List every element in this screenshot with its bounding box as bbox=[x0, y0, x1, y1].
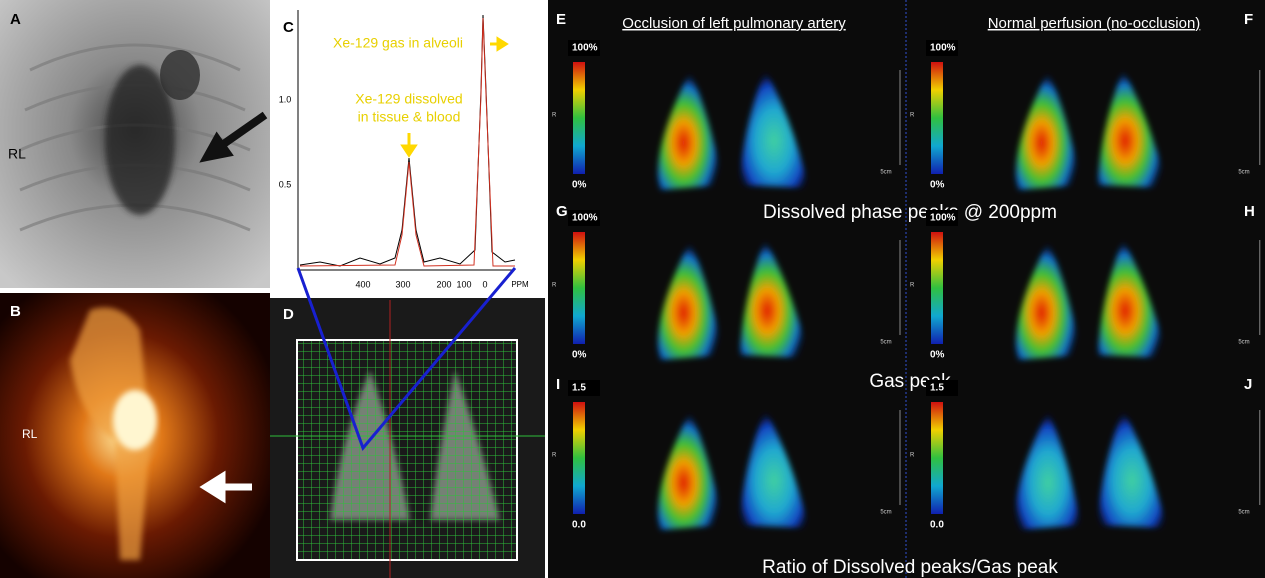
side-label: RL bbox=[8, 146, 26, 162]
x-tick-label: 300 bbox=[395, 279, 410, 289]
scale-bar: 5cm bbox=[880, 170, 891, 176]
panel-letter: J bbox=[1244, 376, 1252, 393]
lung-map bbox=[1098, 240, 1166, 358]
scale-top: 1.5 bbox=[930, 383, 944, 394]
scale-label-box bbox=[926, 380, 958, 396]
heart bbox=[105, 65, 175, 215]
lung-map bbox=[1016, 412, 1080, 530]
lung-map bbox=[740, 410, 808, 528]
y-tick-label: 1.0 bbox=[279, 94, 292, 104]
scale-top: 100% bbox=[572, 43, 598, 54]
lung-map bbox=[740, 240, 808, 358]
scale-label-box bbox=[926, 210, 958, 226]
annotation: Xe-129 gas in alveoli bbox=[333, 35, 463, 51]
lung-map bbox=[740, 70, 808, 188]
panel-letter: I bbox=[556, 376, 560, 393]
scale-label-box bbox=[568, 40, 600, 56]
row-caption: Ratio of Dissolved peaks/Gas peak bbox=[762, 557, 1058, 578]
arrow bbox=[400, 133, 418, 158]
y-tick-label: 0.5 bbox=[279, 179, 292, 189]
axis-letter: R bbox=[910, 283, 915, 289]
scale-bar: 5cm bbox=[1238, 170, 1249, 176]
column-title: Normal perfusion (no-occlusion) bbox=[988, 15, 1201, 32]
colorbar bbox=[931, 232, 943, 344]
scale-bar: 5cm bbox=[880, 340, 891, 346]
axis-letter: R bbox=[552, 283, 557, 289]
voxel-link bbox=[296, 267, 517, 451]
scale-label-box bbox=[568, 380, 600, 396]
panel-letter: F bbox=[1244, 11, 1253, 28]
panel-letter: E bbox=[556, 11, 566, 28]
scale-bottom: 0% bbox=[930, 350, 945, 361]
scale-bar: 5cm bbox=[880, 510, 891, 516]
x-tick-label: 200 bbox=[436, 279, 451, 289]
panel-letter: D bbox=[283, 306, 294, 323]
scale-bottom: 0.0 bbox=[930, 520, 944, 531]
annotation: in tissue & blood bbox=[358, 109, 461, 125]
x-tick-label: 400 bbox=[355, 279, 370, 289]
lung-map bbox=[1016, 72, 1080, 190]
axis-letter: R bbox=[910, 113, 915, 119]
colorbar bbox=[573, 402, 585, 514]
x-tick-label: PPM bbox=[511, 280, 529, 289]
colorbar bbox=[573, 232, 585, 344]
row-caption: Dissolved phase peaks @ 200ppm bbox=[763, 202, 1057, 223]
colorbar bbox=[931, 62, 943, 174]
spectrum-fit bbox=[299, 17, 515, 267]
axis-letter: R bbox=[552, 453, 557, 459]
scale-bar: 5cm bbox=[1238, 510, 1249, 516]
column-title: Occlusion of left pulmonary artery bbox=[622, 15, 846, 32]
scale-bottom: 0% bbox=[930, 180, 945, 191]
lung-map bbox=[658, 72, 722, 190]
heart bbox=[113, 390, 157, 450]
lung-map bbox=[1098, 70, 1166, 188]
scale-bottom: 0% bbox=[572, 180, 587, 191]
colorbar bbox=[931, 402, 943, 514]
axis-letter: R bbox=[552, 113, 557, 119]
scale-top: 1.5 bbox=[572, 383, 586, 394]
scale-bottom: 0.0 bbox=[572, 520, 586, 531]
x-tick-label: 0 bbox=[482, 279, 487, 289]
colorbar bbox=[573, 62, 585, 174]
scale-top: 100% bbox=[930, 43, 956, 54]
panel-letter: H bbox=[1244, 203, 1255, 220]
annotation: Xe-129 dissolved bbox=[355, 91, 462, 107]
scale-top: 100% bbox=[930, 213, 956, 224]
scale-top: 100% bbox=[572, 213, 598, 224]
scale-label-box bbox=[926, 40, 958, 56]
arrow bbox=[199, 111, 268, 163]
lung-map bbox=[658, 412, 722, 530]
axis-letter: R bbox=[910, 453, 915, 459]
voxel-grid bbox=[296, 339, 518, 561]
lung-map bbox=[658, 242, 722, 360]
panel-letter: B bbox=[10, 303, 21, 320]
scale-bottom: 0% bbox=[572, 350, 587, 361]
panel-letter: C bbox=[283, 19, 294, 36]
lung-map bbox=[1098, 410, 1166, 528]
x-tick-label: 100 bbox=[456, 279, 471, 289]
scale-bar: 5cm bbox=[1238, 340, 1249, 346]
aorta bbox=[70, 307, 150, 560]
side-label: RL bbox=[22, 427, 38, 441]
arrow bbox=[490, 36, 509, 52]
lung-map bbox=[1016, 242, 1080, 360]
arrow bbox=[199, 470, 252, 504]
panel-letter: G bbox=[556, 203, 568, 220]
panel-letter: A bbox=[10, 11, 21, 28]
vessel bbox=[160, 50, 200, 100]
scale-label-box bbox=[568, 210, 600, 226]
